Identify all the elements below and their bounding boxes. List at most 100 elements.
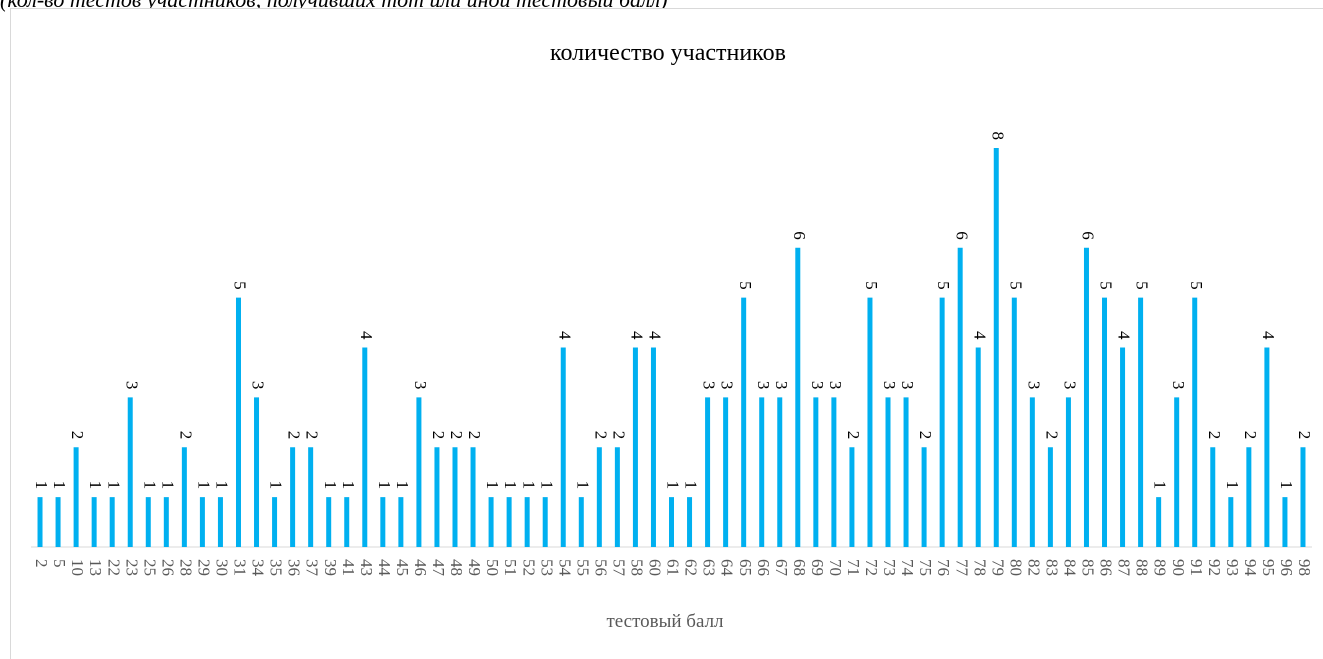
bar [380,497,386,547]
x-tick-label: 54 [555,559,574,577]
x-tick-label: 29 [194,559,213,576]
x-tick-label: 55 [573,559,592,576]
x-tick-label: 46 [411,559,430,576]
bar [1282,497,1288,547]
bar [109,497,115,547]
bar [254,397,260,547]
bar [831,397,837,547]
x-tick-label: 76 [934,559,953,576]
x-tick-label: 50 [483,559,502,576]
data-label: 1 [537,481,556,490]
x-tick-label: 79 [988,559,1007,576]
data-label: 5 [934,281,953,290]
data-label: 1 [393,481,412,490]
x-axis-title: тестовый балл [606,611,724,632]
bar [777,397,783,547]
bar [1047,447,1053,547]
data-label: 5 [862,281,881,290]
bar [1102,297,1108,547]
x-tick-label: 68 [790,559,809,576]
data-label: 5 [1133,281,1152,290]
data-label: 1 [519,481,538,490]
data-label: 5 [231,281,250,290]
bar [308,447,314,547]
data-label: 5 [736,281,755,290]
bar [181,447,187,547]
data-label: 2 [1042,431,1061,440]
bar [1138,297,1144,547]
bar [55,497,61,547]
x-tick-label: 72 [862,559,881,576]
data-label: 3 [808,381,827,390]
bar [1228,497,1234,547]
x-tick-label: 88 [1133,559,1152,576]
bar [596,447,602,547]
data-label: 3 [1024,381,1043,390]
bar [37,497,43,547]
x-tick-label: 57 [609,559,628,577]
data-label: 1 [573,481,592,490]
bar [741,297,747,547]
data-label: 1 [1151,481,1170,490]
data-label: 4 [1115,331,1134,340]
x-tick-label: 75 [916,559,935,576]
bar [849,447,855,547]
bar [326,497,332,547]
bar [362,347,368,547]
x-tick-label: 41 [339,559,358,576]
x-tick-label: 73 [880,559,899,576]
data-label: 5 [1187,281,1206,290]
bar [921,447,927,547]
data-label: 4 [357,331,376,340]
bar [939,297,945,547]
data-label: 2 [591,431,610,440]
bar [1083,247,1089,547]
data-label: 3 [1061,381,1080,390]
bar [795,247,801,547]
bar [1246,447,1252,547]
data-label: 2 [1241,431,1260,440]
x-tick-label: 51 [501,559,520,576]
data-label: 3 [249,381,268,390]
bar [1300,447,1306,547]
x-tick-label: 34 [249,559,268,577]
bar [1156,497,1162,547]
data-label: 1 [158,481,177,490]
data-label: 1 [339,481,358,490]
x-tick-label: 84 [1061,559,1080,577]
x-tick-label: 98 [1295,559,1314,576]
x-tick-label: 53 [537,559,556,576]
x-tick-label: 39 [321,559,340,576]
x-tick-label: 90 [1169,559,1188,576]
x-tick-label: 28 [176,559,195,576]
x-tick-label: 58 [628,559,647,576]
x-tick-label: 65 [736,559,755,576]
bar [1174,397,1180,547]
bar [650,347,656,547]
data-label: 3 [826,381,845,390]
data-label: 3 [898,381,917,390]
data-label: 1 [104,481,123,490]
bar [235,297,241,547]
data-label: 6 [952,231,971,240]
bar [470,447,476,547]
bar [614,447,620,547]
x-tick-label: 82 [1024,559,1043,576]
x-tick-label: 67 [772,559,791,577]
x-tick-label: 10 [68,559,87,576]
data-label: 1 [483,481,502,490]
data-label: 4 [555,331,574,340]
bar [290,447,296,547]
x-tick-label: 87 [1115,559,1134,577]
bar [91,497,97,547]
bar [1210,447,1216,547]
bar [669,497,674,547]
data-label: 2 [429,431,448,440]
bar [1029,397,1035,547]
x-tick-label: 91 [1187,559,1206,576]
x-tick-label: 95 [1259,559,1278,576]
bar [344,497,350,547]
data-label: 1 [213,481,232,490]
x-tick-label: 22 [104,559,123,576]
